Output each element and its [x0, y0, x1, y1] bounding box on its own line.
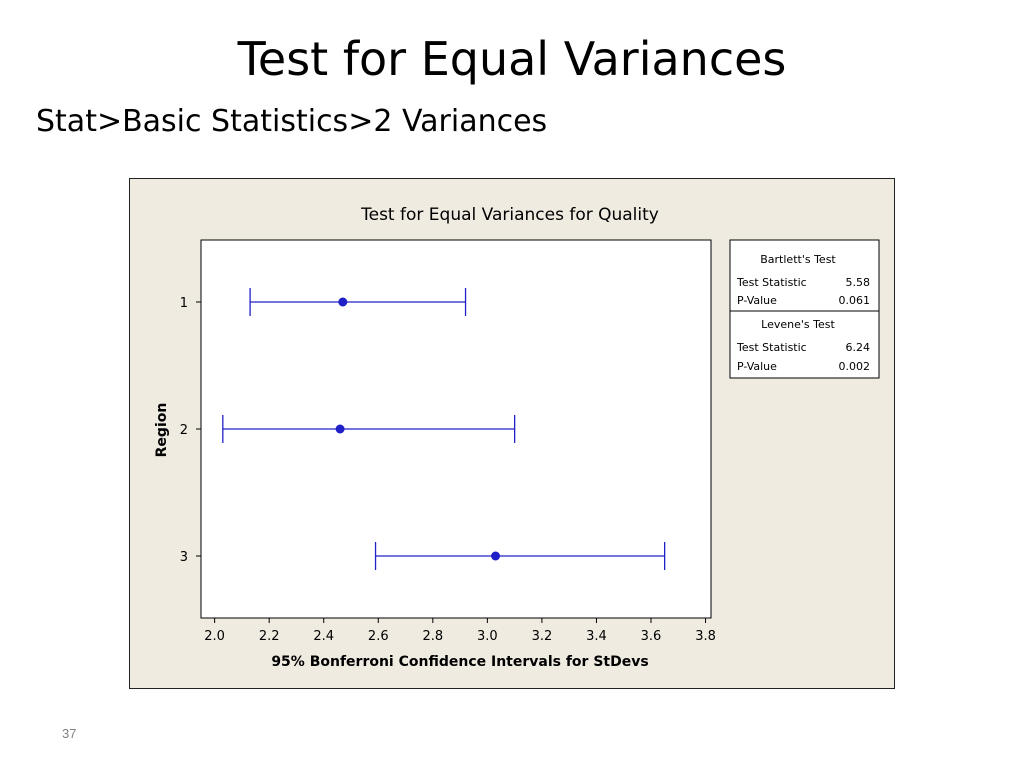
chart-frame: Test for Equal Variances for Quality 1 2 3… [129, 178, 895, 689]
y-tick-label: 2 [180, 423, 188, 438]
y-tick-label: 1 [180, 296, 188, 311]
test-box-border [729, 239, 880, 379]
x-tick-label: 2.4 [313, 629, 334, 644]
levene-p-label: P-Value [737, 360, 777, 373]
test-results-box: Bartlett's Test Test Statistic 5.58 P-Va… [729, 239, 880, 379]
levene-stat-value: 6.24 [846, 341, 871, 354]
slide-subtitle: Stat>Basic Statistics>2 Variances [36, 104, 548, 139]
chart-svg: Test for Equal Variances for Quality 1 2 3… [154, 205, 880, 670]
interval-region-1 [249, 288, 467, 316]
x-axis: 2.0 2.2 2.4 2.6 2.8 3.0 3.2 3.4 3.6 3.8 [204, 618, 716, 644]
x-tick-label: 3.8 [695, 629, 716, 644]
bartlett-stat-value: 5.58 [846, 276, 871, 289]
levene-p-value: 0.002 [839, 360, 871, 373]
x-tick-label: 3.4 [586, 629, 607, 644]
chart-title: Test for Equal Variances for Quality [360, 205, 659, 225]
x-tick-label: 2.8 [422, 629, 443, 644]
stdev-estimate-point [491, 551, 501, 561]
y-axis-label: Region [154, 403, 170, 458]
interval-region-2 [222, 415, 516, 443]
stdev-estimate-point [335, 424, 345, 434]
x-tick-label: 3.6 [641, 629, 662, 644]
y-tick-label: 3 [180, 550, 188, 565]
page-number: 37 [62, 726, 77, 741]
x-tick-label: 3.0 [477, 629, 498, 644]
levene-stat-label: Test Statistic [736, 341, 807, 354]
x-axis-label: 95% Bonferroni Confidence Intervals for … [271, 654, 648, 670]
slide-title: Test for Equal Variances [237, 32, 787, 86]
y-axis: 1 2 3 [180, 296, 201, 565]
levene-heading: Levene's Test [761, 318, 835, 331]
x-tick-label: 3.2 [532, 629, 553, 644]
x-tick-label: 2.0 [204, 629, 225, 644]
stdev-estimate-point [338, 297, 348, 307]
x-tick-label: 2.2 [259, 629, 280, 644]
bartlett-stat-label: Test Statistic [736, 276, 807, 289]
interval-series [222, 288, 666, 570]
bartlett-p-value: 0.061 [839, 294, 871, 307]
x-tick-label: 2.6 [368, 629, 389, 644]
bartlett-heading: Bartlett's Test [760, 253, 836, 266]
bartlett-p-label: P-Value [737, 294, 777, 307]
interval-region-3 [374, 542, 666, 570]
